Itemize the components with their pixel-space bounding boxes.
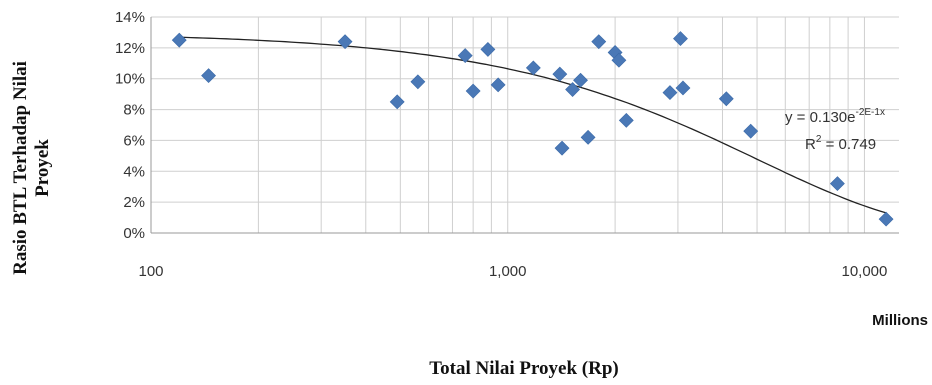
y-tick-label: 10%: [115, 71, 145, 88]
x-tick-label: 100: [138, 263, 163, 280]
trendline-equation: y = 0.130e-2E-1x: [785, 107, 885, 126]
y-tick-label: 0%: [123, 225, 145, 242]
y-tick-label: 2%: [123, 194, 145, 211]
data-points: [171, 31, 894, 227]
plot-area: [151, 17, 899, 233]
data-point: [611, 52, 627, 68]
data-point: [673, 31, 688, 47]
x-tick-label: 1,000: [489, 263, 527, 280]
data-point: [457, 48, 473, 63]
data-point: [525, 60, 541, 76]
data-point: [878, 211, 894, 227]
data-point: [591, 34, 607, 50]
x-axis-title: Total Nilai Proyek (Rp): [429, 358, 618, 379]
data-point: [171, 32, 187, 48]
data-point: [389, 94, 405, 110]
y-tick-label: 14%: [115, 9, 145, 26]
data-point: [829, 176, 845, 192]
y-tick-label: 4%: [123, 163, 145, 180]
data-point: [618, 112, 634, 128]
y-axis-title-line-1: Rasio BTL Terhadap Nilai: [10, 61, 31, 275]
data-point: [675, 80, 691, 96]
grid: [151, 16, 899, 233]
data-point: [410, 74, 426, 90]
y-tick-label: 8%: [123, 102, 145, 119]
data-point: [662, 85, 678, 101]
data-point: [743, 123, 759, 139]
x-tick-labels: 100 1,000 10,000: [138, 263, 887, 280]
data-point: [718, 91, 734, 107]
data-point: [465, 83, 481, 99]
y-axis-title: Rasio BTL Terhadap Nilai Proyek: [10, 61, 53, 275]
y-tick-labels: 0% 2% 4% 6% 8% 10% 12% 14%: [115, 9, 145, 242]
y-tick-label: 6%: [123, 132, 145, 149]
data-point: [552, 66, 568, 82]
data-point: [490, 77, 506, 93]
data-point: [201, 68, 216, 84]
x-units-label: Millions: [872, 312, 928, 329]
y-tick-label: 12%: [115, 40, 145, 57]
data-point: [554, 140, 570, 156]
data-point: [337, 34, 353, 50]
data-point: [480, 41, 496, 57]
data-point: [565, 82, 581, 97]
x-tick-label: 10,000: [841, 263, 887, 280]
r-squared-label: R2 = 0.749: [805, 134, 876, 153]
y-axis-title-line-2: Proyek: [32, 139, 53, 197]
data-point: [580, 129, 596, 145]
data-point: [573, 72, 588, 88]
